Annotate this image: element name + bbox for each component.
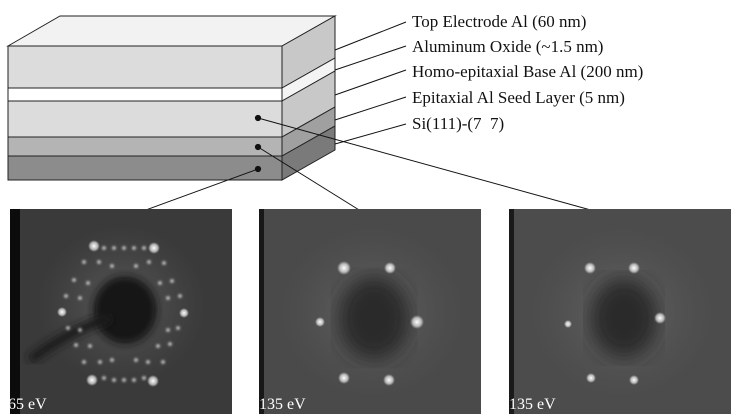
diffraction-panel-seed — [259, 209, 481, 414]
pointer-dot-base — [254, 114, 262, 122]
diffraction-panel-base — [509, 209, 731, 414]
label-epitaxial-seed: Epitaxial Al Seed Layer (5 nm) — [412, 88, 625, 107]
label-top-electrode: Top Electrode Al (60 nm) — [412, 12, 587, 31]
pointer-dot-seed — [254, 143, 262, 151]
pointer-dot-substrate — [254, 165, 262, 173]
leader-top-electrode — [334, 21, 407, 51]
diffraction-panel-substrate — [10, 209, 232, 414]
stack-front-oxide — [7, 87, 283, 102]
pointer-base — [257, 117, 617, 218]
energy-label-panel1: 65 eV — [8, 396, 47, 413]
energy-label-panel2: 135 eV — [259, 396, 306, 413]
stack-front-seed — [7, 136, 283, 157]
label-substrate: Si(111)-(7 7) — [412, 114, 505, 133]
stack-front-base — [7, 100, 283, 138]
pointer-seed — [257, 146, 373, 219]
energy-label-panel3: 135 eV — [509, 396, 556, 413]
leader-base — [334, 69, 407, 96]
stack-front-substrate — [7, 155, 283, 181]
leader-seed — [334, 96, 407, 121]
label-homo-epitaxial-base: Homo-epitaxial Base Al (200 nm) — [412, 62, 644, 81]
leader-substrate — [334, 123, 407, 145]
stack-front-top-electrode — [7, 45, 283, 89]
stack-top-face — [6, 15, 337, 47]
leader-oxide — [334, 45, 407, 71]
layer-stack — [6, 15, 337, 181]
label-leaders — [334, 21, 407, 145]
label-aluminum-oxide: Aluminum Oxide (~1.5 nm) — [412, 37, 604, 56]
